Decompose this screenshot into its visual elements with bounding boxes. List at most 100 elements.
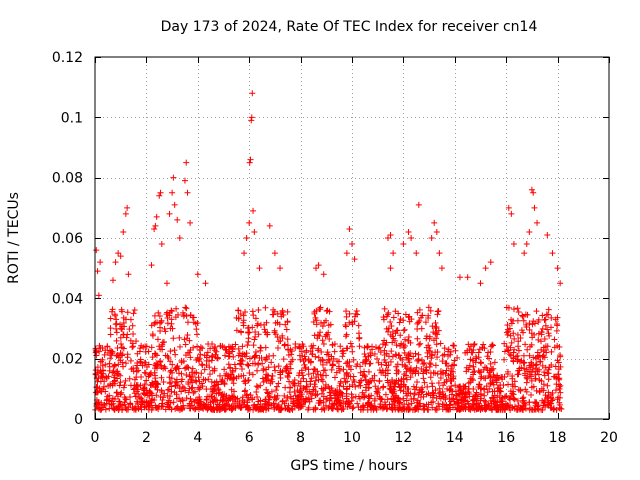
data-point	[153, 352, 160, 359]
data-point	[325, 329, 332, 336]
data-point	[114, 368, 121, 375]
data-point	[542, 392, 549, 399]
data-point	[194, 320, 201, 327]
data-point	[528, 359, 535, 366]
data-point	[523, 241, 530, 248]
data-point	[305, 357, 312, 364]
data-point	[510, 355, 517, 362]
data-point	[196, 358, 203, 365]
data-point	[148, 399, 155, 406]
data-point	[461, 383, 468, 390]
data-point	[158, 241, 165, 248]
data-point	[126, 375, 133, 382]
data-point	[187, 405, 194, 412]
data-point	[109, 306, 116, 313]
data-point	[184, 335, 191, 342]
data-point	[343, 308, 350, 315]
data-point	[472, 393, 479, 400]
data-point	[425, 390, 432, 397]
data-point	[195, 400, 202, 407]
data-point	[257, 344, 264, 351]
data-point	[230, 380, 237, 387]
data-point	[421, 379, 428, 386]
data-point	[422, 366, 429, 373]
data-point	[113, 329, 120, 336]
data-point	[171, 347, 178, 354]
data-point	[152, 351, 159, 358]
tick-layer: 0 2 4 6 8 10 12 14 16 18 20 0 0.02 0.04 0.06 0.08 0.1 0.1…	[52, 50, 618, 446]
data-point	[349, 319, 356, 326]
data-point	[111, 406, 118, 413]
data-point	[265, 390, 272, 397]
data-point	[108, 401, 115, 408]
data-point	[388, 404, 395, 411]
data-point	[280, 356, 287, 363]
data-point	[408, 400, 415, 407]
data-point	[361, 393, 368, 400]
data-point	[374, 390, 381, 397]
data-point	[300, 375, 307, 382]
data-point	[474, 405, 481, 412]
data-point	[214, 381, 221, 388]
data-point	[545, 366, 552, 373]
data-point	[244, 391, 251, 398]
data-point	[485, 402, 492, 409]
data-point	[510, 241, 517, 248]
data-point	[557, 280, 564, 287]
data-point	[491, 392, 498, 399]
data-point	[174, 216, 181, 223]
data-point	[360, 402, 367, 409]
data-point	[523, 374, 530, 381]
data-point	[132, 393, 139, 400]
data-point	[397, 387, 404, 394]
data-point	[483, 383, 490, 390]
data-point	[129, 344, 136, 351]
data-point	[478, 360, 485, 367]
data-point	[384, 396, 391, 403]
data-point	[124, 204, 131, 211]
data-point	[313, 307, 320, 314]
data-point	[458, 390, 465, 397]
data-point	[336, 388, 343, 395]
data-point	[514, 406, 521, 413]
data-point	[134, 398, 141, 405]
data-point	[240, 319, 247, 326]
data-point	[508, 210, 515, 217]
data-point	[156, 320, 163, 327]
data-point	[476, 346, 483, 353]
data-point	[313, 317, 320, 324]
data-point	[155, 309, 162, 316]
data-point	[204, 349, 211, 356]
data-point	[352, 393, 359, 400]
data-point	[520, 352, 527, 359]
data-point	[448, 383, 455, 390]
data-point	[363, 356, 370, 363]
data-point	[487, 259, 494, 266]
data-point	[161, 325, 168, 332]
data-point	[417, 340, 424, 347]
data-point	[138, 342, 145, 349]
data-point	[151, 225, 158, 232]
data-point	[470, 369, 477, 376]
data-point	[467, 406, 474, 413]
data-point	[225, 343, 232, 350]
data-point	[191, 370, 198, 377]
data-point	[523, 323, 530, 330]
data-point	[551, 336, 558, 343]
data-point	[95, 292, 102, 299]
data-point	[211, 365, 218, 372]
data-point	[193, 326, 200, 333]
data-point	[257, 397, 264, 404]
data-point	[519, 313, 526, 320]
data-point	[531, 399, 538, 406]
data-point	[448, 375, 455, 382]
data-point	[390, 250, 397, 257]
data-point	[274, 344, 281, 351]
data-point	[539, 325, 546, 332]
data-point	[340, 383, 347, 390]
data-point	[356, 343, 363, 350]
data-point	[522, 341, 529, 348]
data-point	[359, 359, 366, 366]
data-point	[474, 400, 481, 407]
data-point	[183, 364, 190, 371]
